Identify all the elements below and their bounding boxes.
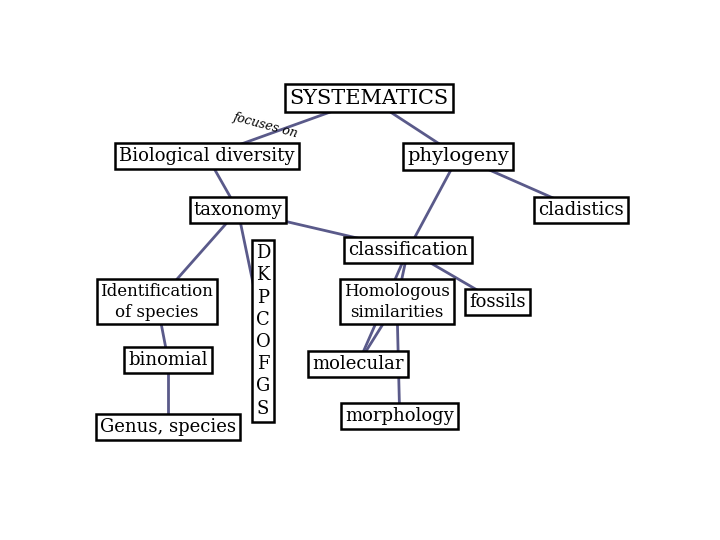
Text: D
K
P
C
O
F
G
S: D K P C O F G S bbox=[256, 244, 270, 417]
Text: Homologous
similarities: Homologous similarities bbox=[344, 283, 450, 321]
Text: fossils: fossils bbox=[469, 293, 526, 311]
Text: focuses on: focuses on bbox=[232, 110, 300, 140]
Text: taxonomy: taxonomy bbox=[194, 201, 282, 219]
Text: Genus, species: Genus, species bbox=[100, 417, 236, 436]
Text: classification: classification bbox=[348, 241, 468, 259]
Text: Identification
of species: Identification of species bbox=[101, 283, 213, 321]
Text: binomial: binomial bbox=[128, 351, 208, 369]
Text: Biological diversity: Biological diversity bbox=[120, 147, 295, 165]
Text: molecular: molecular bbox=[312, 355, 404, 373]
Text: phylogeny: phylogeny bbox=[408, 147, 509, 165]
Text: SYSTEMATICS: SYSTEMATICS bbox=[289, 89, 449, 107]
Text: morphology: morphology bbox=[346, 407, 454, 425]
Text: cladistics: cladistics bbox=[539, 201, 624, 219]
